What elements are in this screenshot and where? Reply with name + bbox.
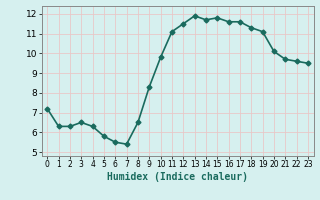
X-axis label: Humidex (Indice chaleur): Humidex (Indice chaleur): [107, 172, 248, 182]
